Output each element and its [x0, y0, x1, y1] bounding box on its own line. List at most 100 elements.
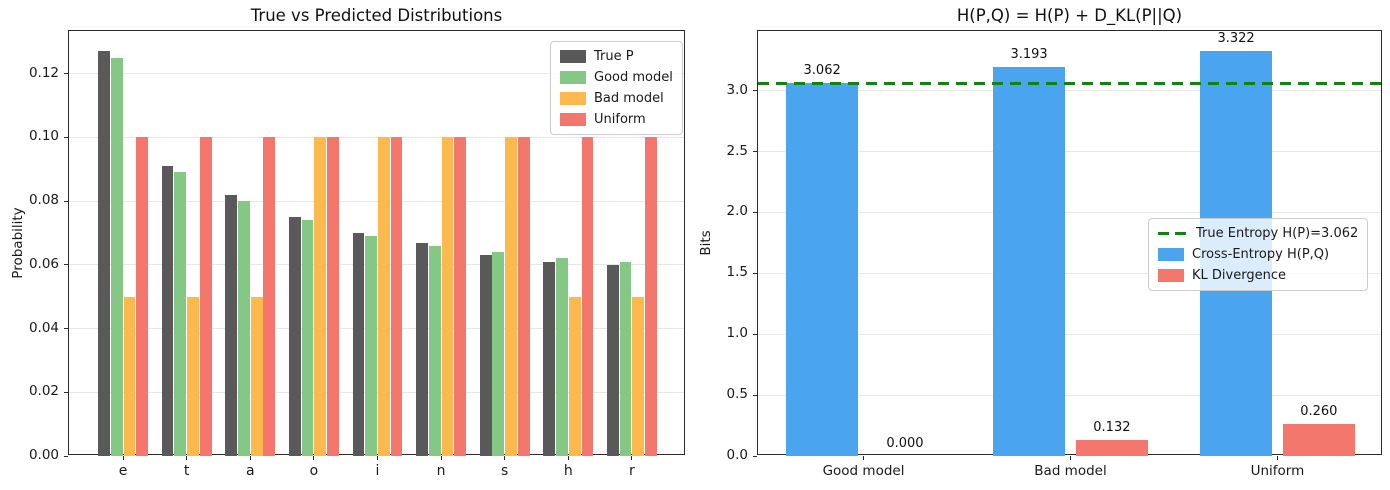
y-tick-mark: [64, 200, 68, 202]
y-tick-label: 0.08: [28, 192, 59, 209]
y-tick-mark: [753, 90, 757, 92]
bar: [225, 194, 238, 456]
bar-value-label: 0.132: [1093, 419, 1131, 435]
y-tick-label: 2.5: [726, 142, 748, 159]
bar: [428, 245, 441, 456]
legend-swatch: [1158, 269, 1184, 282]
y-tick-label: 0.02: [28, 383, 59, 400]
chart-title: H(P,Q) = H(P) + D_KL(P||Q): [956, 6, 1183, 25]
y-tick-label: 0.12: [28, 64, 59, 81]
y-tick-mark: [753, 333, 757, 335]
bar: [365, 236, 378, 456]
bar: [517, 137, 530, 456]
bar: [568, 296, 581, 456]
x-tick-label: r: [629, 463, 635, 479]
bar: [416, 242, 428, 456]
legend-swatch: [560, 113, 586, 126]
x-tick-label: i: [375, 463, 380, 479]
bar: [992, 67, 1066, 456]
bar: [98, 51, 110, 456]
bar: [785, 83, 859, 456]
x-tick-label: o: [309, 463, 319, 479]
bar: [441, 137, 454, 456]
y-tick-label: 3.0: [726, 81, 748, 98]
y-tick-label: 1.0: [726, 325, 748, 342]
gridline: [758, 333, 1381, 335]
y-tick-mark: [753, 455, 757, 457]
bar: [314, 137, 327, 456]
bar: [543, 261, 556, 456]
bar-value-label: 3.062: [803, 63, 841, 79]
y-tick-label: 0.10: [28, 128, 59, 145]
plot-area: 0.00 0.02 0.04 0.06 0.08 0.10 0.12 e t a o i n s h r: [29, 30, 685, 479]
gridline: [758, 272, 1381, 274]
legend-dashed-line-swatch: [1158, 232, 1188, 235]
legend-label: True Entropy H(P)=3.062: [1196, 226, 1359, 241]
bar: [161, 166, 174, 456]
bar: [377, 137, 390, 456]
bar: [174, 172, 187, 456]
y-tick-mark: [753, 211, 757, 213]
bar: [250, 296, 263, 456]
gridline: [69, 200, 684, 202]
bar: [352, 232, 365, 456]
x-tick-mark: [863, 456, 865, 460]
bar: [390, 137, 403, 456]
legend-item: True P: [560, 49, 673, 64]
y-tick-mark: [753, 272, 757, 274]
chart-title: True vs Predicted Distributions: [250, 6, 503, 25]
legend: True P Good model Bad model Uniform: [550, 41, 683, 135]
bar: [199, 137, 212, 456]
gridline: [69, 136, 684, 138]
legend-label: True P: [594, 49, 634, 64]
x-tick-mark: [567, 456, 569, 460]
bar: [492, 252, 505, 456]
y-tick-mark: [64, 455, 68, 457]
x-tick-mark: [504, 456, 506, 460]
x-tick-label: t: [183, 463, 190, 479]
x-tick-mark: [377, 456, 378, 460]
bar: [505, 137, 517, 456]
x-tick-label: Uniform: [1250, 463, 1305, 479]
bar: [110, 57, 123, 456]
legend-label: Bad model: [594, 91, 664, 106]
bar: [1282, 424, 1356, 456]
x-tick-label: e: [118, 463, 128, 479]
bar-value-label: 3.322: [1217, 31, 1255, 47]
bar: [619, 261, 632, 456]
legend-swatch: [560, 71, 586, 84]
gridline: [69, 73, 684, 75]
gridline: [758, 90, 1381, 92]
legend-swatch: [560, 50, 586, 63]
legend-item: Bad model: [560, 91, 673, 106]
legend-item: Cross-Entropy H(P,Q): [1158, 247, 1358, 262]
bar: [606, 264, 619, 456]
x-tick-label: Good model: [822, 463, 905, 479]
y-tick-label: 0.0: [726, 447, 748, 463]
x-tick-label: h: [563, 463, 573, 479]
x-tick-mark: [1070, 456, 1071, 460]
y-tick-label: 0.00: [28, 447, 59, 463]
legend-item: True Entropy H(P)=3.062: [1158, 226, 1358, 241]
legend-label: Cross-Entropy H(P,Q): [1192, 247, 1330, 262]
bar: [556, 258, 568, 456]
entropy-reference-line: [758, 81, 1381, 85]
y-tick-label: 0.5: [726, 386, 748, 403]
bar: [645, 137, 657, 456]
bar: [288, 217, 301, 456]
x-tick-mark: [1276, 456, 1278, 460]
bar: [327, 137, 339, 456]
x-tick-label: s: [501, 463, 509, 479]
y-tick-label: 0.04: [28, 319, 59, 336]
bar: [454, 137, 467, 456]
legend-label: KL Divergence: [1192, 268, 1286, 283]
bar: [263, 137, 276, 456]
gridline: [758, 151, 1381, 153]
bar-value-label: 0.000: [886, 436, 924, 451]
y-tick-mark: [64, 328, 68, 330]
bar: [123, 296, 136, 456]
y-tick-mark: [64, 391, 68, 393]
legend-swatch: [1158, 248, 1184, 261]
